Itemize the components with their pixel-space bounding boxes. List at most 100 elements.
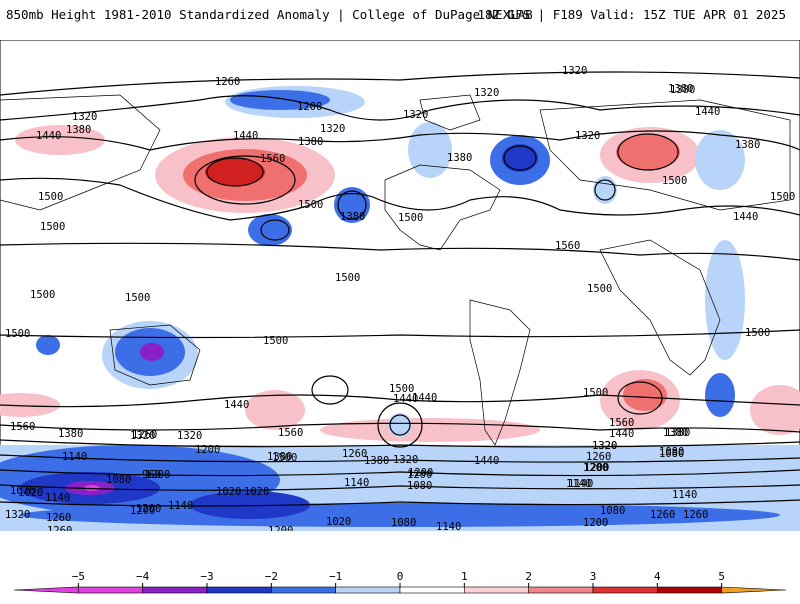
contour-label: 1500: [583, 387, 608, 399]
colorbar-tick-label: 0: [397, 570, 404, 583]
colorbar-segment: [271, 586, 336, 594]
contour-label: 1200: [136, 503, 161, 515]
contour-label: 1500: [662, 175, 687, 187]
contour-label: 1200: [268, 525, 293, 531]
coastlines: [0, 94, 791, 446]
contour-label: 960: [142, 469, 161, 481]
contour-label: 1500: [587, 283, 612, 295]
contour-label: 1440: [695, 106, 720, 118]
colorbar-segment: [13, 586, 79, 594]
contour-label: 1440: [233, 130, 258, 142]
colorbar-segment: [335, 586, 401, 594]
contour-label: 1080: [659, 448, 684, 460]
contour-label: 1020: [18, 487, 43, 499]
contour-label: 1140: [568, 478, 593, 490]
colorbar-tick-label: 3: [590, 570, 597, 583]
contour-label: 1260: [586, 451, 611, 463]
anomaly-colorbar: −5 −4 −3 −2 −1 0 1 2 3 4 5: [0, 560, 800, 600]
colorbar-tick-label: −2: [265, 570, 278, 583]
colorbar-segment: [592, 586, 658, 594]
contour-label: 1500: [745, 327, 770, 339]
colorbar-tick-label: −3: [200, 570, 213, 583]
contour-label: 1500: [298, 199, 323, 211]
contour-label: 1320: [562, 65, 587, 77]
colorbar-tick-label: 5: [718, 570, 725, 583]
contour-label: 1380: [298, 136, 323, 148]
contour-label: 1260: [46, 512, 71, 524]
colorbar-segment: [78, 586, 143, 594]
contour-labels: 1260 1200 1320 1380 1440 1380 1440 1320 …: [5, 65, 795, 531]
colorbar-tick-label: 1: [461, 570, 468, 583]
contour-label: 1440: [36, 130, 61, 142]
colorbar-segment: [721, 586, 787, 594]
contour-label: 1260: [47, 525, 72, 531]
contour-label: 1500: [272, 452, 297, 464]
colorbar-segment: [657, 586, 722, 594]
contour-label: 1200: [584, 462, 609, 474]
colorbar-segment: [399, 586, 465, 594]
contour-label: 1140: [436, 521, 461, 531]
contour-label: 1140: [566, 478, 591, 490]
contour-label: 1320: [177, 430, 202, 442]
contour-label: 1200: [297, 101, 322, 113]
colorbar-tick-label: 2: [525, 570, 532, 583]
contour-label: 1380: [735, 139, 760, 151]
contour-label: 1020: [244, 486, 269, 498]
model-run-info: 18Z GFS | F189 Valid: 15Z TUE APR 01 202…: [477, 7, 786, 22]
contour-label: 1200: [130, 505, 155, 517]
colorbar-tick-label: −4: [136, 570, 150, 583]
contour-label: 1200: [195, 444, 220, 456]
contour-label: 1320: [130, 430, 155, 442]
contour-label: 1440: [474, 455, 499, 467]
contour-label: 1500: [335, 272, 360, 284]
colorbar-segment: [206, 586, 272, 594]
colorbar-tick-label: 4: [654, 570, 661, 583]
contour-label: 1380: [670, 84, 695, 96]
contour-label: 1080: [600, 505, 625, 517]
contour-label: 1320: [592, 440, 617, 452]
contour-label: 1320: [320, 123, 345, 135]
contour-label: 1500: [398, 212, 423, 224]
contour-label: 1440: [393, 393, 418, 405]
contour-label: 1260: [342, 448, 367, 460]
contour-label: 1320: [393, 454, 418, 466]
contour-label: 1080: [391, 517, 416, 529]
contour-label: 1320: [474, 87, 499, 99]
contour-label: 1380: [447, 152, 472, 164]
contour-label: 1500: [30, 289, 55, 301]
height-contours: [0, 71, 800, 507]
contour-label: 1080: [407, 480, 432, 492]
contour-label: 1500: [389, 383, 414, 395]
contour-label: 1260: [215, 76, 240, 88]
contour-label: 1140: [344, 477, 369, 489]
contour-label: 1020: [216, 486, 241, 498]
contour-label: 1320: [592, 440, 617, 452]
map-title: 850mb Height 1981-2010 Standardized Anom…: [6, 7, 533, 22]
contour-label: 1500: [770, 191, 795, 203]
contour-label: 1200: [408, 467, 433, 479]
contour-label: 1080: [659, 446, 684, 458]
colorbar-tick-label: −5: [72, 570, 85, 583]
contour-label: 1380: [665, 427, 690, 439]
contour-label: 1200: [583, 517, 608, 529]
contour-label: 1380: [267, 451, 292, 463]
contour-label: 1080: [106, 474, 131, 486]
contour-label: 1260: [650, 509, 675, 521]
colorbar-segment: [528, 586, 594, 594]
contour-label: 1440: [412, 392, 437, 404]
contour-label: 1260: [683, 509, 708, 521]
contour-label: 1500: [38, 191, 63, 203]
contour-label: 1140: [672, 489, 697, 501]
colorbar-segment: [142, 586, 208, 594]
contour-label: 1260: [132, 429, 157, 441]
contour-label: 1500: [40, 221, 65, 233]
contour-label: 1560: [609, 417, 634, 429]
contour-label: 1140: [45, 492, 70, 504]
contour-label: 1500: [125, 292, 150, 304]
contour-label: 1440: [609, 428, 634, 440]
contour-label: 1140: [62, 451, 87, 463]
contour-label: 1320: [403, 109, 428, 121]
contour-label: 1380: [668, 83, 693, 95]
contour-label: 1320: [5, 509, 30, 521]
contour-label: 1560: [10, 421, 35, 433]
